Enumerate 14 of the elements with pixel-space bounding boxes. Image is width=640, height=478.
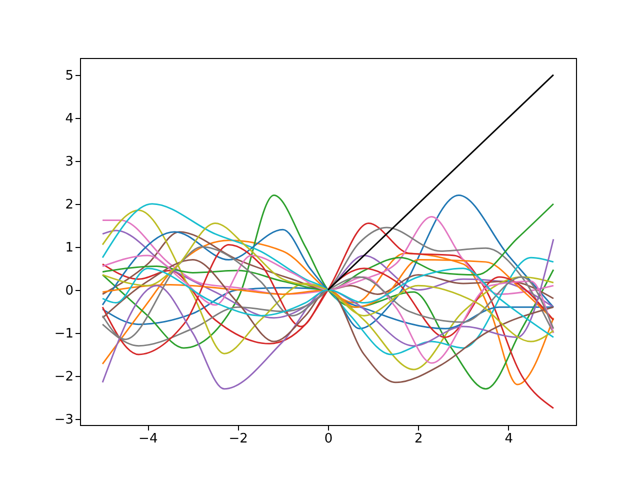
y-tick-label: 5 <box>65 68 74 84</box>
x-tick-label: 0 <box>324 432 333 446</box>
y-tick-label: 0 <box>65 283 74 298</box>
y-tick-label: 1 <box>65 240 74 256</box>
x-tick-label: −2 <box>228 432 248 446</box>
y-tick-label: −2 <box>54 369 74 384</box>
y-tick-label: −1 <box>54 326 74 342</box>
y-tick-label: 2 <box>65 197 74 212</box>
x-tick-label: 2 <box>414 432 423 446</box>
y-tick-label: 4 <box>65 111 74 126</box>
y-tick-label: −3 <box>54 412 74 428</box>
x-tick-label: −4 <box>138 432 158 446</box>
y-tick-label: 3 <box>65 154 74 170</box>
x-tick-label: 4 <box>504 432 514 446</box>
